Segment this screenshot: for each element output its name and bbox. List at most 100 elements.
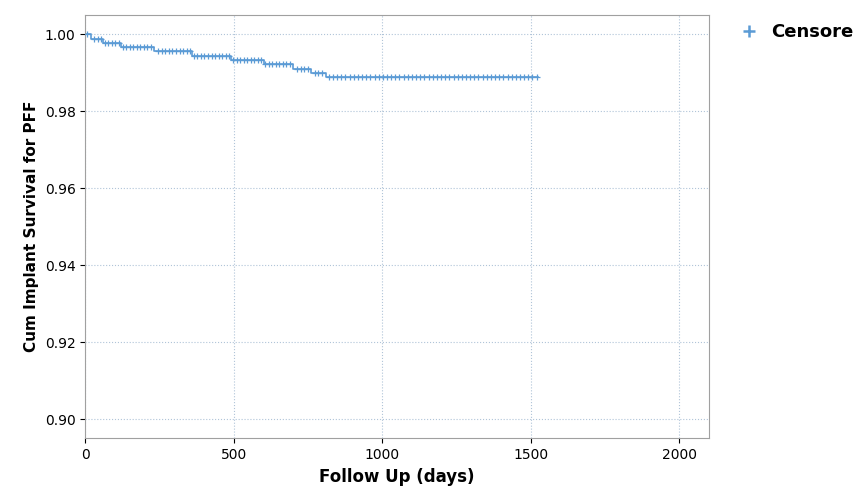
Point: [479, 73, 493, 81]
Point: [162, 47, 176, 55]
Point: [80, 30, 94, 38]
Point: [300, 65, 314, 73]
Point: [276, 60, 289, 69]
Point: [279, 60, 293, 69]
Point: [236, 56, 250, 64]
Point: [521, 73, 535, 81]
Point: [446, 73, 460, 81]
Point: [517, 73, 531, 81]
Point: [141, 43, 154, 51]
Point: [380, 73, 393, 81]
Point: [272, 60, 286, 69]
Point: [194, 52, 207, 60]
Point: [226, 56, 240, 64]
Point: [339, 73, 352, 81]
Point: [223, 52, 236, 60]
Point: [504, 73, 518, 81]
Point: [244, 56, 258, 64]
Point: [151, 47, 165, 55]
Point: [450, 73, 464, 81]
Legend: Censored: Censored: [723, 16, 853, 48]
Point: [98, 39, 112, 47]
Point: [108, 39, 122, 47]
Point: [261, 60, 275, 69]
Point: [401, 73, 415, 81]
Point: [371, 73, 385, 81]
Point: [212, 52, 225, 60]
Point: [375, 73, 389, 81]
Point: [215, 52, 229, 60]
Point: [176, 47, 189, 55]
Point: [94, 35, 107, 43]
Point: [315, 69, 328, 77]
Point: [409, 73, 422, 81]
Point: [355, 73, 368, 81]
Point: [254, 56, 268, 64]
Point: [496, 73, 509, 81]
Point: [258, 60, 271, 69]
Point: [102, 39, 115, 47]
Point: [508, 73, 522, 81]
Point: [130, 43, 143, 51]
Point: [187, 52, 200, 60]
Point: [363, 73, 377, 81]
Point: [183, 47, 197, 55]
Y-axis label: Cum Implant Survival for PFF: Cum Implant Survival for PFF: [24, 101, 39, 352]
Point: [322, 73, 335, 81]
Point: [112, 39, 125, 47]
Point: [269, 60, 282, 69]
Point: [438, 73, 451, 81]
Point: [165, 47, 179, 55]
Point: [421, 73, 435, 81]
Point: [233, 56, 247, 64]
Point: [180, 47, 194, 55]
Point: [251, 56, 264, 64]
Point: [397, 73, 410, 81]
Point: [455, 73, 468, 81]
Point: [126, 43, 140, 51]
Point: [154, 47, 168, 55]
Point: [463, 73, 477, 81]
Point: [119, 43, 133, 51]
Point: [190, 52, 204, 60]
Point: [247, 56, 261, 64]
Point: [351, 73, 364, 81]
Point: [201, 52, 215, 60]
Point: [417, 73, 431, 81]
Point: [492, 73, 506, 81]
Point: [467, 73, 480, 81]
Point: [475, 73, 489, 81]
Point: [205, 52, 218, 60]
Point: [513, 73, 526, 81]
Point: [525, 73, 539, 81]
Point: [87, 35, 101, 43]
Point: [326, 73, 339, 81]
Point: [311, 69, 325, 77]
Point: [342, 73, 356, 81]
Point: [426, 73, 439, 81]
Point: [290, 65, 304, 73]
Point: [240, 56, 253, 64]
Point: [334, 73, 348, 81]
Point: [105, 39, 119, 47]
Point: [359, 73, 373, 81]
Point: [218, 52, 232, 60]
Point: [430, 73, 444, 81]
Point: [346, 73, 360, 81]
Point: [229, 56, 243, 64]
Point: [133, 43, 147, 51]
Point: [169, 47, 183, 55]
Point: [368, 73, 381, 81]
X-axis label: Follow Up (days): Follow Up (days): [319, 468, 474, 486]
Point: [208, 52, 222, 60]
Point: [90, 35, 104, 43]
Point: [197, 52, 211, 60]
Point: [115, 43, 129, 51]
Point: [293, 65, 307, 73]
Point: [488, 73, 502, 81]
Point: [404, 73, 418, 81]
Point: [172, 47, 186, 55]
Point: [484, 73, 497, 81]
Point: [330, 73, 344, 81]
Point: [123, 43, 136, 51]
